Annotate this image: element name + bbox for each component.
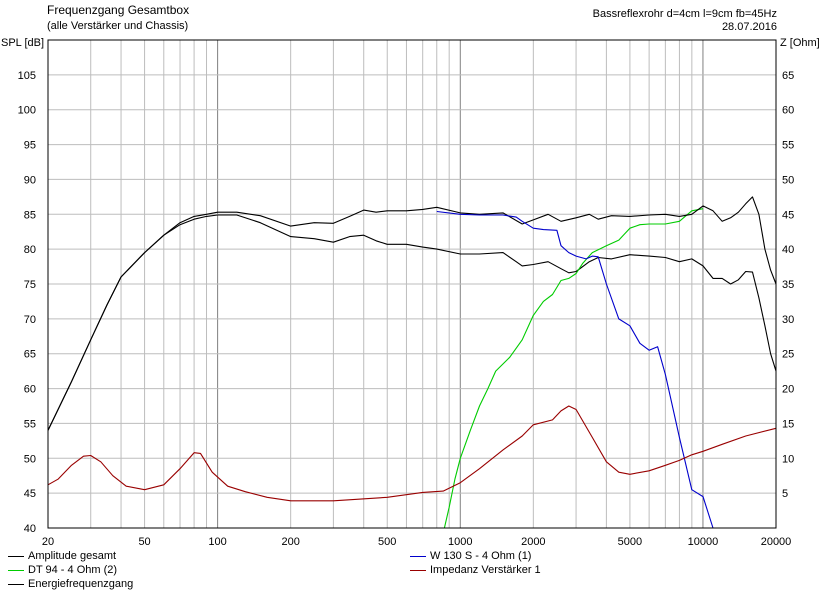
legend-swatch — [8, 556, 24, 557]
y-left-axis-label: SPL [dB] — [1, 37, 45, 49]
x-tick-label: 500 — [378, 536, 396, 548]
series-lines — [47, 196, 777, 529]
y-right-tick-label: 20 — [782, 384, 794, 396]
chart-title: Frequenzgang Gesamtbox — [47, 3, 190, 17]
y-right-tick-label: 15 — [782, 418, 794, 430]
x-tick-label: 20 — [42, 536, 54, 548]
series-line-4 — [436, 210, 776, 529]
y-right-tick-label: 25 — [782, 349, 794, 361]
series-line-5 — [47, 405, 777, 502]
y-right-axis-label: Z [Ohm] — [780, 37, 820, 49]
legend-label: Energiefrequenzgang — [28, 578, 134, 590]
y-left-tick-label: 85 — [24, 209, 36, 221]
y-left-tick-label: 95 — [24, 140, 36, 152]
y-right-tick-label: 35 — [782, 279, 794, 291]
legend-swatch — [8, 570, 24, 571]
legend-swatch — [410, 570, 426, 571]
plot-frame — [47, 39, 777, 529]
y-right-tick-label: 10 — [782, 453, 794, 465]
y-left-tick-label: 100 — [18, 105, 36, 117]
y-left-tick-label: 65 — [24, 349, 36, 361]
y-right-tick-label: 5 — [782, 488, 788, 500]
y-left-tick-label: 45 — [24, 488, 36, 500]
series-line-3 — [47, 196, 777, 431]
chart-subtitle: (alle Verstärker und Chassis) — [47, 20, 189, 32]
y-right-tick-label: 65 — [782, 70, 794, 82]
x-tick-label: 2000 — [521, 536, 545, 548]
y-right-tick-label: 60 — [782, 105, 794, 117]
chart-date: 28.07.2016 — [721, 21, 777, 33]
legend-swatch — [8, 584, 24, 585]
series-line-1 — [47, 214, 777, 431]
y-right-tick-label: 50 — [782, 174, 794, 186]
tick-labels: 20 50 100 200 500 1000 2000 5000 10000 20000 40 45 5… — [18, 70, 795, 548]
y-right-tick-label: 55 — [782, 140, 794, 152]
y-right-tick-label: 40 — [782, 244, 794, 256]
y-left-tick-label: 80 — [24, 244, 36, 256]
legend-label: DT 94 - 4 Ohm (2) — [28, 564, 118, 576]
legend-label: W 130 S - 4 Ohm (1) — [430, 550, 532, 562]
y-left-tick-label: 75 — [24, 279, 36, 291]
y-left-tick-label: 55 — [24, 418, 36, 430]
y-left-tick-label: 105 — [18, 70, 36, 82]
y-left-tick-label: 50 — [24, 453, 36, 465]
x-tick-label: 10000 — [688, 536, 719, 548]
x-tick-label: 1000 — [448, 536, 472, 548]
y-left-tick-label: 40 — [24, 523, 36, 535]
y-left-tick-label: 60 — [24, 384, 36, 396]
legend-label: Amplitude gesamt — [28, 550, 117, 562]
legend-swatch — [410, 556, 426, 557]
x-tick-label: 200 — [281, 536, 299, 548]
series-line-2 — [48, 208, 704, 529]
y-left-tick-label: 70 — [24, 314, 36, 326]
y-left-tick-label: 90 — [24, 174, 36, 186]
grid-lines — [48, 40, 776, 528]
x-tick-label: 5000 — [618, 536, 642, 548]
x-tick-label: 20000 — [761, 536, 792, 548]
x-tick-label: 100 — [208, 536, 226, 548]
legend-label: Impedanz Verstärker 1 — [430, 564, 541, 576]
y-right-tick-label: 45 — [782, 209, 794, 221]
x-tick-label: 50 — [138, 536, 150, 548]
y-right-tick-label: 30 — [782, 314, 794, 326]
chart-info: Bassreflexrohr d=4cm l=9cm fb=45Hz — [592, 8, 777, 20]
